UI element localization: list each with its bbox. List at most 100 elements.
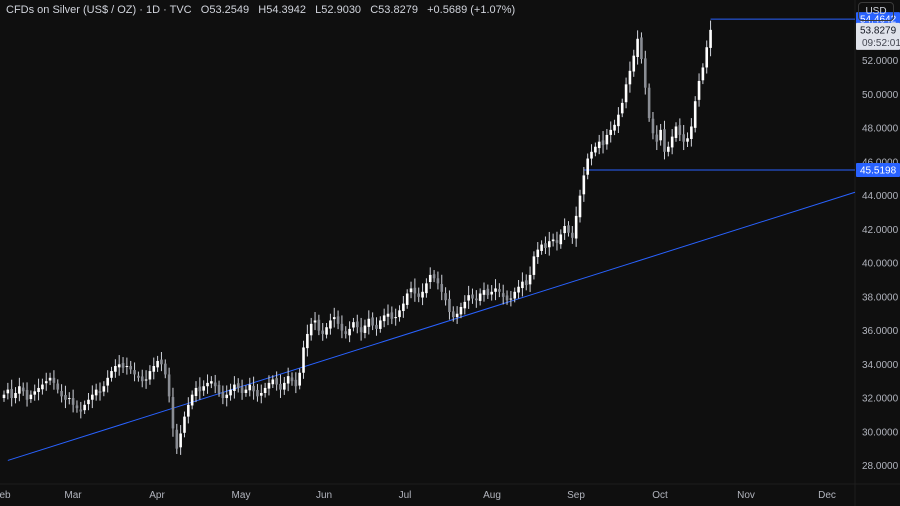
price-tick-label: 50.0000 bbox=[862, 90, 899, 101]
candle-body bbox=[413, 287, 417, 294]
candle-body bbox=[448, 298, 451, 313]
candle-body bbox=[352, 322, 355, 328]
candle-body bbox=[294, 379, 298, 387]
candle-body bbox=[467, 295, 470, 301]
candle-body bbox=[444, 293, 447, 301]
time-tick-label: Jul bbox=[399, 490, 412, 501]
candle-body bbox=[670, 136, 674, 148]
candle-body bbox=[29, 394, 33, 400]
candle-body bbox=[559, 234, 563, 245]
legend-change: +0.5689 (+1.07%) bbox=[427, 4, 516, 16]
candle-body bbox=[233, 384, 236, 391]
candle-body bbox=[171, 397, 175, 429]
price-tick-label: 46.0000 bbox=[862, 157, 899, 168]
candle-body bbox=[409, 288, 413, 293]
candle-body bbox=[471, 294, 474, 299]
candle-body bbox=[102, 386, 106, 392]
candle-body bbox=[524, 280, 528, 286]
symbol-title[interactable]: CFDs on Silver (US$ / OZ) · 1D · TVC bbox=[6, 4, 192, 16]
price-tick-label: 42.0000 bbox=[862, 225, 899, 236]
candle-body bbox=[194, 387, 198, 397]
candle-body bbox=[475, 298, 478, 301]
time-tick-label: Aug bbox=[483, 490, 501, 501]
legend-low: L52.9030 bbox=[315, 4, 362, 16]
candle-body bbox=[348, 328, 351, 336]
candle-body bbox=[98, 390, 102, 393]
candle-body bbox=[455, 313, 459, 318]
candle-body bbox=[428, 274, 432, 283]
price-tick-label: 44.0000 bbox=[862, 191, 899, 202]
low-level-tag-bg bbox=[856, 163, 900, 178]
candle-body bbox=[210, 381, 213, 384]
candle-body bbox=[705, 47, 709, 68]
candle-body bbox=[117, 364, 121, 368]
currency-button[interactable]: USD bbox=[858, 2, 894, 21]
candle-body bbox=[521, 281, 524, 289]
candle-body bbox=[532, 256, 536, 275]
time-tick-label: Sep bbox=[567, 490, 585, 501]
candle-body bbox=[298, 372, 301, 386]
candle-body bbox=[256, 389, 259, 397]
candle-body bbox=[64, 395, 67, 400]
candle-body bbox=[140, 376, 144, 382]
candle-body bbox=[18, 386, 21, 394]
candle-body bbox=[271, 379, 275, 385]
candle-body bbox=[344, 331, 348, 334]
time-tick-label: Oct bbox=[652, 490, 668, 501]
candle-body bbox=[91, 394, 94, 400]
candle-body bbox=[252, 385, 255, 392]
price-tick-label: 30.0000 bbox=[862, 427, 899, 438]
candle-body bbox=[156, 360, 159, 368]
candle-body bbox=[425, 283, 428, 294]
candle-body bbox=[601, 140, 605, 146]
candle-body bbox=[217, 384, 221, 393]
candle-body bbox=[436, 278, 440, 284]
candle-body bbox=[75, 405, 79, 409]
candle-body bbox=[114, 366, 117, 372]
price-tick-label: 48.0000 bbox=[862, 124, 899, 135]
candles-layer bbox=[2, 20, 712, 455]
candle-body bbox=[624, 84, 628, 103]
candle-body bbox=[390, 312, 394, 319]
candle-body bbox=[313, 320, 317, 323]
candle-body bbox=[690, 126, 693, 139]
candle-body bbox=[432, 274, 436, 279]
last-price-tag: 53.8279 bbox=[860, 25, 897, 36]
candle-body bbox=[620, 102, 624, 114]
candle-body bbox=[133, 370, 136, 375]
price-axis[interactable]: 28.0000 30.0000 32.0000 34.0000 36.0000 38.00… bbox=[862, 56, 899, 472]
candle-body bbox=[79, 409, 83, 412]
candle-body bbox=[382, 315, 386, 322]
candle-body bbox=[693, 101, 697, 128]
candle-body bbox=[578, 195, 582, 218]
candle-body bbox=[206, 382, 209, 387]
candle-body bbox=[321, 330, 325, 334]
candle-body bbox=[33, 391, 37, 395]
candle-body bbox=[355, 321, 359, 328]
support-trendline[interactable] bbox=[7, 191, 856, 461]
candle-body bbox=[60, 390, 63, 397]
candle-body bbox=[56, 383, 60, 390]
bar-countdown: 09:52:01 bbox=[862, 38, 900, 49]
candle-body bbox=[175, 429, 179, 449]
candle-body bbox=[290, 377, 294, 382]
candle-body bbox=[536, 249, 540, 258]
candle-body bbox=[71, 398, 75, 405]
candle-body bbox=[167, 374, 171, 397]
candle-body bbox=[647, 87, 651, 119]
time-axis[interactable]: Feb Mar Apr May Jun Jul Aug Sep Oct Nov Dec bbox=[0, 490, 836, 501]
candle-body bbox=[325, 327, 328, 335]
price-tick-label: 40.0000 bbox=[862, 259, 899, 270]
candle-body bbox=[605, 134, 609, 145]
candle-body bbox=[152, 366, 156, 372]
candle-body bbox=[528, 274, 532, 285]
candle-body bbox=[240, 387, 244, 393]
time-tick-label: Apr bbox=[149, 490, 165, 501]
candle-body bbox=[613, 124, 616, 131]
candle-body bbox=[340, 323, 344, 331]
candle-body bbox=[225, 394, 229, 399]
candle-body bbox=[244, 389, 248, 393]
candle-body bbox=[459, 306, 463, 315]
